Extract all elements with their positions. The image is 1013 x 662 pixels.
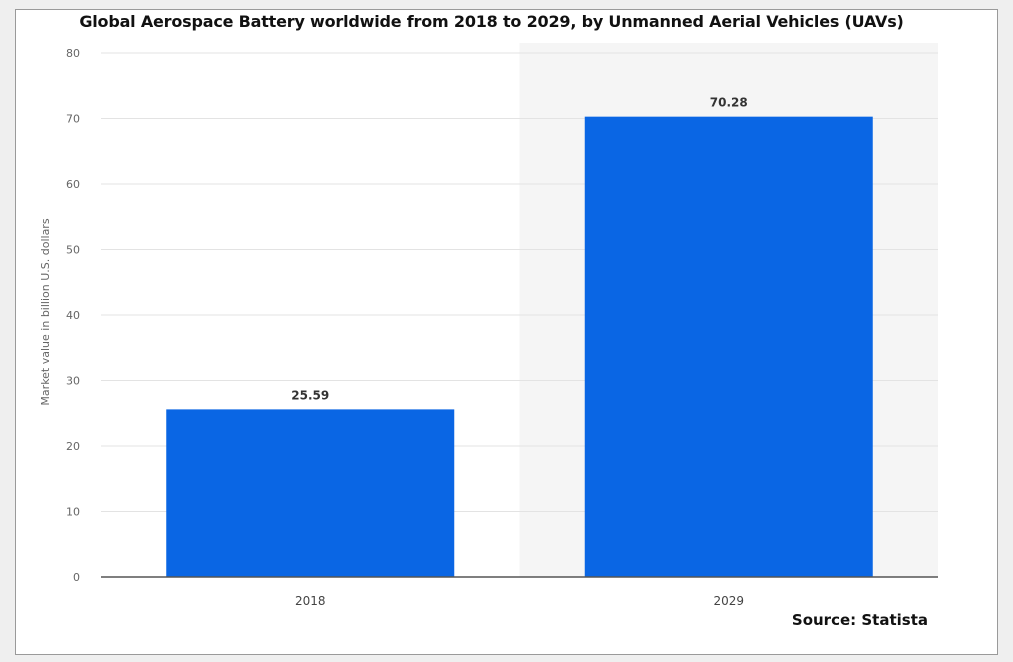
- data-label: 25.59: [291, 388, 329, 402]
- bar: [584, 116, 873, 577]
- data-label: 70.28: [710, 96, 748, 110]
- y-tick-label: 40: [66, 309, 80, 322]
- y-axis-label: Market value in billion U.S. dollars: [39, 218, 52, 405]
- y-tick-label: 20: [66, 440, 80, 453]
- y-tick-label: 0: [73, 571, 80, 584]
- y-tick-label: 60: [66, 178, 80, 191]
- y-tick-label: 80: [66, 47, 80, 60]
- x-tick-label: 2018: [295, 594, 326, 608]
- source-label: Source: Statista: [791, 611, 928, 629]
- y-tick-label: 30: [66, 375, 80, 388]
- chart-title: Global Aerospace Battery worldwide from …: [79, 12, 904, 31]
- y-tick-label: 70: [66, 113, 80, 126]
- bar: [166, 409, 455, 577]
- y-tick-label: 10: [66, 506, 80, 519]
- y-tick-label: 50: [66, 244, 80, 257]
- x-tick-label: 2029: [713, 594, 744, 608]
